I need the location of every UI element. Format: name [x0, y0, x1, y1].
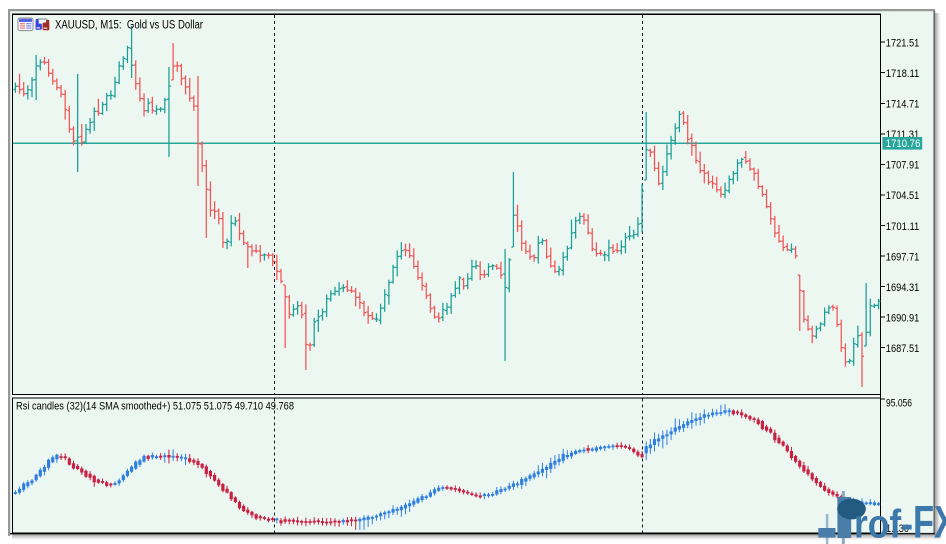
svg-text:Rsi candles (32)(14 SMA smooth: Rsi candles (32)(14 SMA smoothed+) 51.07…	[16, 401, 294, 413]
svg-text:XAUUSD, M15: Gold vs US Dolla: XAUUSD, M15: Gold vs US Dollar	[55, 19, 203, 31]
svg-text:1721.51: 1721.51	[886, 38, 920, 50]
svg-text:FX: FX	[913, 497, 946, 544]
svg-text:rof-: rof-	[854, 503, 913, 544]
svg-text:1704.51: 1704.51	[886, 190, 920, 202]
svg-text:1701.11: 1701.11	[886, 221, 920, 233]
svg-text:1690.91: 1690.91	[886, 312, 920, 324]
svg-text:1.130: 1.130	[886, 523, 909, 535]
svg-text:95.056: 95.056	[886, 397, 912, 409]
svg-text:1694.31: 1694.31	[886, 282, 920, 294]
svg-text:1710.76: 1710.76	[886, 138, 921, 150]
svg-text:1718.11: 1718.11	[886, 68, 920, 80]
svg-text:1714.71: 1714.71	[886, 99, 920, 111]
svg-text:1697.71: 1697.71	[886, 251, 920, 263]
svg-text:1707.91: 1707.91	[886, 160, 920, 172]
svg-text:1687.51: 1687.51	[886, 343, 920, 355]
